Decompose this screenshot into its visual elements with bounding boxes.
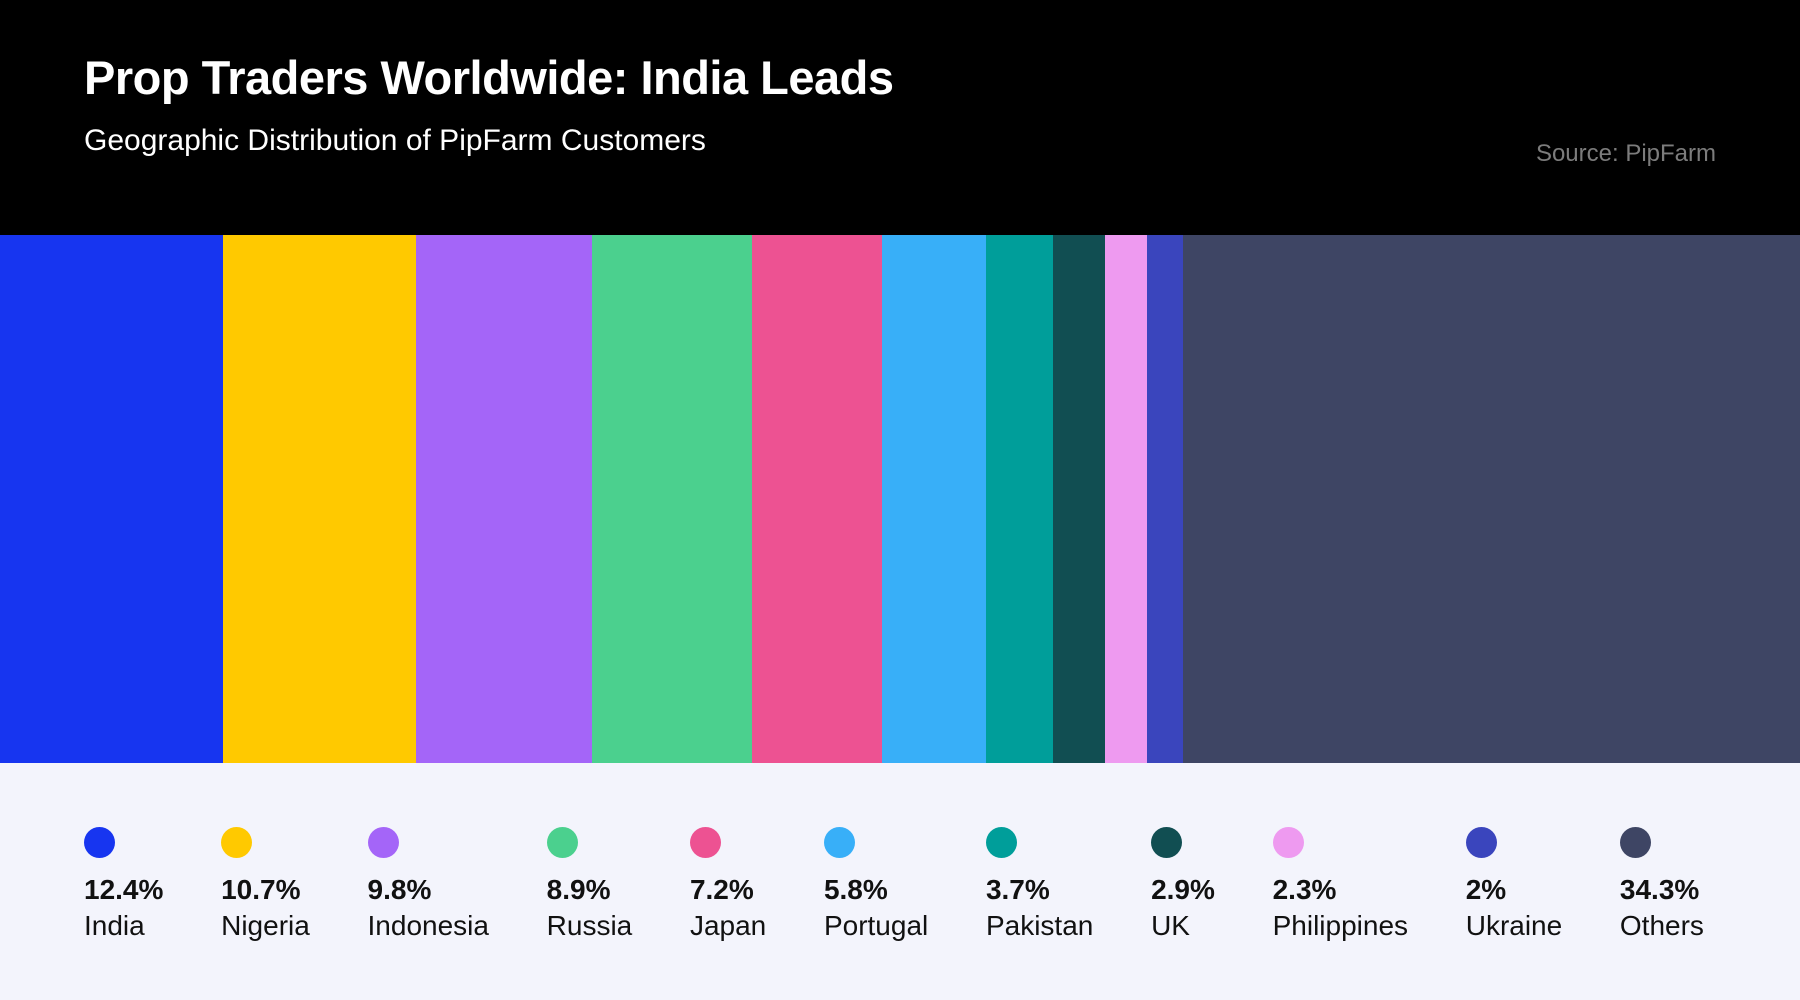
legend-country-label: India xyxy=(84,910,145,942)
page-subtitle: Geographic Distribution of PipFarm Custo… xyxy=(84,124,706,158)
legend-percent-value: 10.7% xyxy=(221,874,301,905)
legend-item-russia: 8.9% Russia xyxy=(546,827,633,945)
bar-segment-ukraine xyxy=(1146,235,1183,763)
legend-color-dot-icon xyxy=(367,827,399,858)
legend-country-label: UK xyxy=(1151,910,1190,942)
legend-percent-value: 12.4% xyxy=(84,874,164,905)
legend-country-label: Others xyxy=(1619,910,1704,942)
legend-color-dot-icon xyxy=(689,827,721,858)
legend-percent-value: 3.7% xyxy=(985,874,1050,905)
legend-percent-value: 5.8% xyxy=(823,874,888,905)
legend-item-others: 34.3% Others xyxy=(1619,827,1704,945)
source-credit: Source: PipFarm xyxy=(1535,140,1716,167)
legend-country-label: Philippines xyxy=(1272,910,1409,942)
bar-segment-pakistan xyxy=(986,235,1053,763)
legend-item-uk: 2.9% UK xyxy=(1151,827,1215,945)
legend-color-dot-icon xyxy=(1465,827,1497,858)
legend: 12.4% India 10.7% Nigeria 9.8% Indonesia 8.9% R… xyxy=(0,763,1800,1000)
bar-segment-philippines xyxy=(1105,235,1147,763)
legend-percent-value: 2% xyxy=(1465,874,1507,905)
legend-color-dot-icon xyxy=(823,827,855,858)
bar-segment-portugal xyxy=(881,235,987,763)
legend-color-dot-icon xyxy=(1619,827,1651,858)
legend-color-dot-icon xyxy=(1151,827,1183,858)
bar-segment-india xyxy=(0,235,224,763)
legend-country-label: Ukraine xyxy=(1465,910,1563,942)
legend-color-dot-icon xyxy=(221,827,253,858)
legend-percent-value: 7.2% xyxy=(689,874,754,905)
legend-item-japan: 7.2% Japan xyxy=(689,827,767,945)
legend-item-portugal: 5.8% Portugal xyxy=(823,827,929,945)
legend-country-label: Pakistan xyxy=(985,910,1094,942)
page-title: Prop Traders Worldwide: India Leads xyxy=(84,51,894,104)
legend-item-ukraine: 2% Ukraine xyxy=(1465,827,1563,945)
legend-percent-value: 2.9% xyxy=(1151,874,1215,905)
legend-country-label: Japan xyxy=(689,910,767,942)
bar-segment-indonesia xyxy=(415,235,593,763)
legend-item-philippines: 2.3% Philippines xyxy=(1272,827,1409,945)
legend-item-nigeria: 10.7% Nigeria xyxy=(221,827,310,945)
legend-country-label: Russia xyxy=(546,910,633,942)
legend-color-dot-icon xyxy=(84,827,115,858)
legend-percent-value: 9.8% xyxy=(367,874,432,905)
legend-country-label: Indonesia xyxy=(367,910,489,942)
legend-item-pakistan: 3.7% Pakistan xyxy=(985,827,1094,945)
legend-country-label: Portugal xyxy=(823,910,929,942)
bar-segment-others xyxy=(1182,235,1800,763)
bar-segment-russia xyxy=(592,235,753,763)
legend-percent-value: 8.9% xyxy=(546,874,611,905)
legend-color-dot-icon xyxy=(546,827,578,858)
legend-percent-value: 34.3% xyxy=(1619,874,1700,905)
legend-item-indonesia: 9.8% Indonesia xyxy=(367,827,489,945)
legend-color-dot-icon xyxy=(985,827,1017,858)
bar-segment-nigeria xyxy=(223,235,416,763)
legend-color-dot-icon xyxy=(1272,827,1304,858)
stacked-bar-chart xyxy=(0,235,1800,763)
bar-segment-uk xyxy=(1052,235,1106,763)
legend-percent-value: 2.3% xyxy=(1272,874,1337,905)
legend-country-label: Nigeria xyxy=(221,910,310,942)
legend-item-india: 12.4% India xyxy=(84,827,163,945)
header: Prop Traders Worldwide: India Leads Geog… xyxy=(0,0,1800,235)
bar-segment-japan xyxy=(752,235,882,763)
